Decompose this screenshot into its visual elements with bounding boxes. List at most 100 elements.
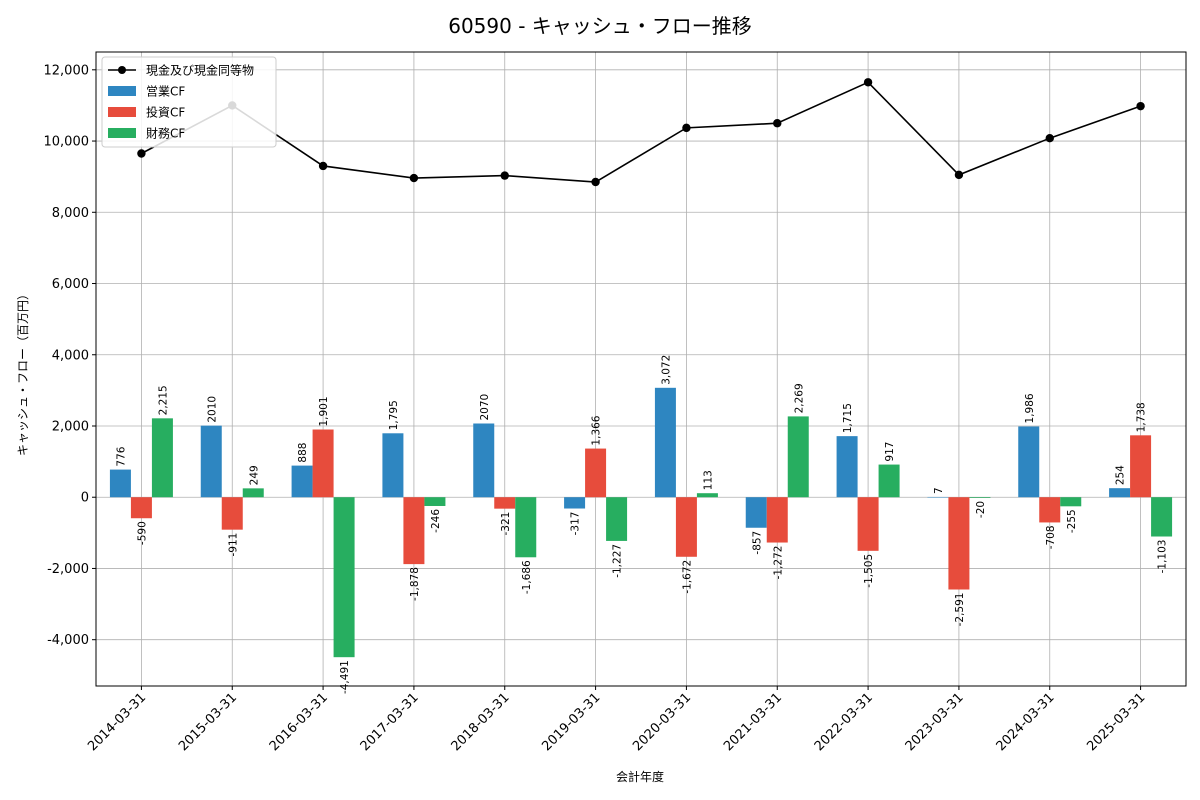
bar [1018,426,1040,498]
y-tick-label: -4,000 [47,633,89,648]
legend-label: 営業CF [146,85,185,99]
data-label: 113 [702,470,714,490]
bar [1039,497,1061,523]
x-tick-label: 2014-03-31 [85,690,149,754]
bar [766,497,788,543]
bar [494,497,516,509]
bar [109,469,131,498]
data-label: -1,686 [521,560,533,594]
legend-swatch [108,128,136,138]
data-label: -321 [500,512,512,536]
data-label: -246 [430,509,442,533]
cash-line [141,81,1141,183]
data-label: -255 [1066,509,1078,533]
bar [927,496,949,498]
bar [878,464,900,498]
bar [948,497,970,590]
data-label: -590 [136,521,148,545]
data-label: -1,878 [409,567,421,601]
data-label: 776 [115,446,127,466]
bar [969,497,991,498]
cash-point [773,119,782,128]
data-label: -317 [570,512,582,536]
data-label: -4,491 [339,660,351,694]
y-tick-label: 0 [81,491,89,506]
y-tick-label: 6,000 [52,277,89,292]
data-label: -857 [751,531,763,555]
data-label-layer: 776 2010 888 1,795 2070 -317 3,072 -857 1,715 7 1,… [115,355,1168,694]
data-label: -1,227 [612,544,624,578]
y-tick-label: 2,000 [52,419,89,434]
legend-swatch [108,86,136,96]
bar [312,429,334,498]
y-tick-label: 12,000 [44,63,90,78]
chart-title: 60590 - キャッシュ・フロー推移 [448,14,752,38]
y-tick-label: 4,000 [52,348,89,363]
x-tick-label: 2022-03-31 [812,690,876,754]
cash-point [318,161,328,171]
bar [221,497,243,530]
bar [654,387,676,498]
legend-swatch [108,107,136,117]
x-tick-label: 2025-03-31 [1084,690,1148,754]
bar [1130,435,1152,498]
bar [333,497,355,658]
data-label: -2,591 [954,593,966,627]
legend-marker [118,66,126,74]
bar [291,465,313,498]
data-label: -20 [975,501,987,518]
data-label: -1,103 [1157,540,1169,574]
legend-label: 現金及び現金同等物 [146,63,254,78]
bar-layer [109,387,1173,658]
data-label: -1,672 [681,560,693,594]
bar [696,493,718,498]
bar [675,497,697,557]
bar [382,433,404,498]
bar [403,497,425,565]
x-tick-label: 2019-03-31 [539,690,603,754]
data-label: 7 [933,487,945,494]
y-axis-label: キャッシュ・フロー（百万円） [16,288,30,456]
data-label: 2010 [206,396,218,423]
data-label: 1,366 [591,415,603,445]
legend-label: 財務CF [146,126,185,141]
bar [424,497,446,506]
x-tick-label: 2018-03-31 [449,690,513,754]
data-label: 888 [297,443,309,463]
y-tick-label: -2,000 [47,562,89,577]
cash-point [409,173,419,183]
data-label: -911 [227,533,239,557]
cash-point [954,170,964,180]
data-label: 1,738 [1136,402,1148,432]
x-tick-label: 2023-03-31 [903,690,967,754]
bar [1109,488,1131,498]
bar [585,448,607,498]
data-label: 917 [884,442,896,462]
bar [1151,497,1173,537]
legend-box [101,56,277,148]
y-tick-label: 8,000 [52,206,89,221]
cash-point [137,149,146,158]
data-label: 1,986 [1024,393,1036,423]
cash-point [1045,133,1054,143]
data-label: 1,901 [318,396,330,426]
cash-point [863,78,873,87]
x-tick-label: 2020-03-31 [630,690,694,754]
cash-point [500,171,509,180]
cash-point [591,177,600,187]
bar [151,418,173,498]
x-tick-label: 2024-03-31 [994,690,1058,754]
data-label: 254 [1115,465,1127,485]
x-tick-label: 2017-03-31 [358,690,422,754]
data-label: 1,715 [842,403,854,433]
bar [857,497,879,551]
x-axis-label: 会計年度 [616,769,664,784]
bar [130,497,152,519]
grid-layer [96,52,1186,686]
x-tick-label: 2021-03-31 [721,690,785,754]
bar [515,497,537,558]
cash-point [682,123,691,133]
data-label: 249 [248,465,260,485]
